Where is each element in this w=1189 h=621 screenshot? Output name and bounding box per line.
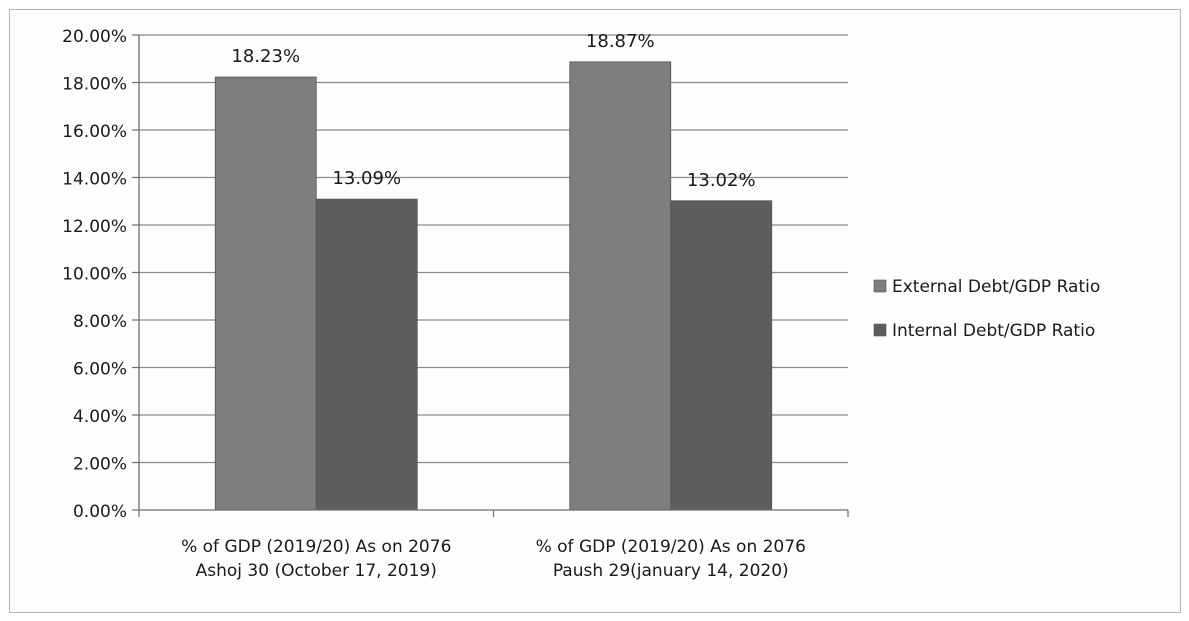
x-category-label-line: Paush 29(january 14, 2020) [553, 561, 789, 581]
x-category-label-line: Ashoj 30 (October 17, 2019) [196, 561, 437, 581]
chart-frame: 0.00% 2.00% 4.00% 6.00% 8.00% 10.00% 12.00% 14.… [9, 9, 1181, 613]
bar-external-2 [569, 61, 672, 511]
y-tick-label: 20.00% [62, 27, 127, 47]
axes [132, 34, 849, 517]
legend-swatch [873, 279, 887, 293]
y-tick-label: 12.00% [62, 217, 127, 237]
bar-external-1 [214, 76, 317, 511]
bar-internal-2 [670, 200, 773, 511]
y-tick-label: 8.00% [73, 312, 127, 332]
y-tick-label: 10.00% [62, 265, 127, 285]
x-category-label-line: % of GDP (2019/20) As on 2076 [536, 537, 806, 557]
bar-internal-1 [315, 198, 418, 511]
x-category-label-line: % of GDP (2019/20) As on 2076 [181, 537, 451, 557]
y-tick-label: 0.00% [73, 502, 127, 522]
y-tick-label: 2.00% [73, 455, 127, 475]
data-label: 18.87% [586, 31, 655, 52]
y-tick-label: 6.00% [73, 360, 127, 380]
x-category-label: % of GDP (2019/20) As on 2076 Paush 29(ja… [536, 537, 806, 581]
y-tick-label: 14.00% [62, 170, 127, 190]
bar-chart: 0.00% 2.00% 4.00% 6.00% 8.00% 10.00% 12.00% 14.… [62, 27, 1100, 581]
y-tick-label: 18.00% [62, 75, 127, 95]
x-category-labels: % of GDP (2019/20) As on 2076 Ashoj 30 (O… [181, 537, 806, 581]
data-label: 13.09% [332, 168, 401, 189]
data-label: 18.23% [231, 46, 300, 67]
legend-label: Internal Debt/GDP Ratio [892, 321, 1095, 341]
data-label: 13.02% [687, 170, 756, 191]
legend: External Debt/GDP Ratio Internal Debt/GDP… [873, 277, 1100, 341]
bars [214, 61, 773, 511]
y-tick-label: 16.00% [62, 122, 127, 142]
data-labels: 18.23% 13.09% 18.87% 13.02% [231, 31, 755, 191]
legend-label: External Debt/GDP Ratio [892, 277, 1100, 297]
x-category-label: % of GDP (2019/20) As on 2076 Ashoj 30 (O… [181, 537, 451, 581]
y-tick-label: 4.00% [73, 407, 127, 427]
legend-swatch [873, 323, 887, 337]
y-tick-labels: 0.00% 2.00% 4.00% 6.00% 8.00% 10.00% 12.00% 14.… [62, 27, 127, 522]
